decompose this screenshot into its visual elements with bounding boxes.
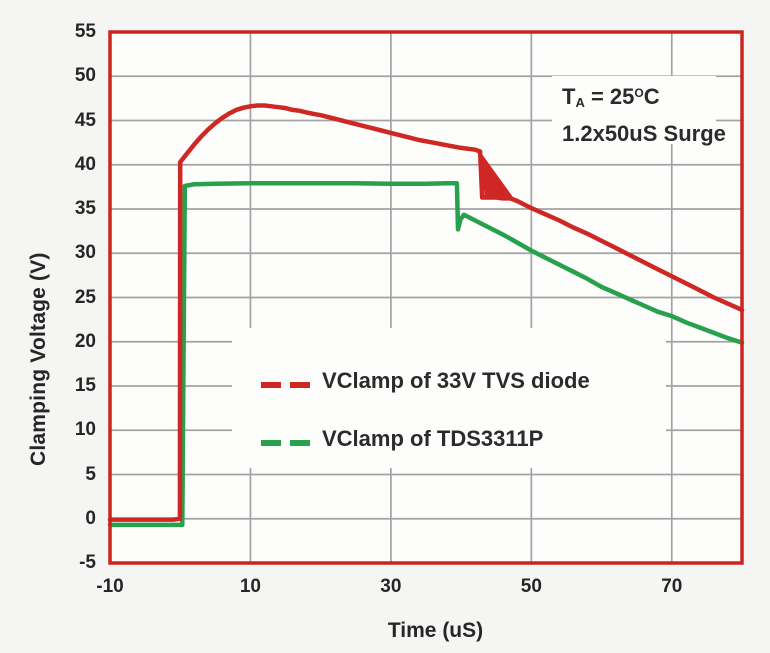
- y-tick-label: 10: [74, 419, 96, 441]
- legend-item-tvs-diode: VClamp of 33V TVS diode: [260, 368, 666, 393]
- y-tick-label: 0: [85, 507, 96, 529]
- annotation-temperature: TA = 25OC: [562, 84, 660, 110]
- plot-border: [108, 30, 744, 565]
- y-tick-label: 55: [74, 21, 96, 42]
- y-tick-label: 45: [74, 109, 96, 131]
- x-tick-label: 10: [239, 576, 261, 597]
- y-tick-label: 30: [74, 242, 96, 264]
- legend-label-tds3311p: VClamp of TDS3311P: [322, 426, 544, 451]
- series-line: [107, 103, 745, 522]
- y-tick-label: 5: [85, 463, 96, 485]
- red-dashed-line-icon: [261, 382, 311, 388]
- y-axis-title: Clamping Voltage (V): [27, 252, 50, 466]
- series-line: [107, 181, 745, 528]
- x-tick-label: 30: [380, 576, 402, 597]
- annotation-box: TA = 25OC 1.2x50uS Surge: [552, 76, 726, 146]
- y-tick-label: 25: [74, 286, 96, 308]
- x-axis-title: Time (uS): [387, 619, 484, 642]
- y-tick-label: -5: [79, 552, 96, 573]
- x-tick-label: 50: [520, 576, 542, 597]
- y-tick-label: 15: [74, 375, 96, 396]
- legend-label-tvs-diode: VClamp of 33V TVS diode: [322, 368, 590, 393]
- green-dashed-line-icon: [261, 440, 311, 446]
- annotation-surge-type: 1.2x50uS Surge: [562, 121, 726, 146]
- x-tick-label: -10: [96, 576, 124, 597]
- legend-item-tds3311p: VClamp of TDS3311P: [260, 426, 666, 451]
- y-tick-label: 40: [74, 153, 96, 175]
- x-tick-label: 70: [661, 576, 683, 597]
- y-tick-label: 50: [74, 65, 96, 87]
- y-tick-label: 20: [74, 330, 96, 352]
- y-tick-label: 35: [74, 198, 96, 219]
- ringing-wedge: [480, 151, 515, 200]
- legend: VClamp of 33V TVS diode VClamp of TDS331…: [232, 328, 666, 468]
